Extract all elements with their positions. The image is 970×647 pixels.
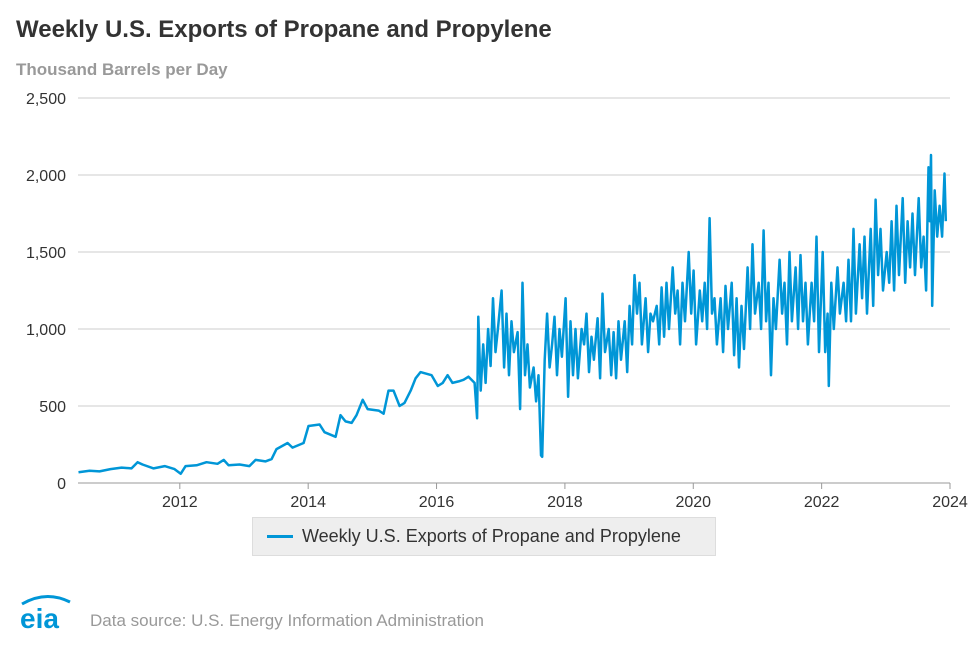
- x-tick-label: 2024: [932, 494, 968, 511]
- x-tick-label: 2022: [804, 494, 840, 511]
- legend-swatch: [267, 535, 293, 538]
- chart-title: Weekly U.S. Exports of Propane and Propy…: [16, 16, 552, 43]
- chart-subtitle: Thousand Barrels per Day: [16, 60, 228, 79]
- data-source: Data source: U.S. Energy Information Adm…: [90, 611, 485, 630]
- y-tick-label: 2,500: [26, 91, 66, 108]
- x-tick-label: 2018: [547, 494, 583, 511]
- y-tick-label: 1,500: [26, 245, 66, 262]
- x-tick-label: 2012: [162, 494, 198, 511]
- y-tick-label: 0: [57, 476, 66, 493]
- y-tick-label: 500: [39, 399, 66, 416]
- y-tick-label: 1,000: [26, 322, 66, 339]
- series-line: [78, 153, 948, 476]
- x-tick-label: 2014: [290, 494, 326, 511]
- eia-logo: eia: [20, 595, 71, 632]
- y-tick-label: 2,000: [26, 168, 66, 185]
- svg-text:eia: eia: [20, 603, 59, 632]
- legend-label: Weekly U.S. Exports of Propane and Propy…: [302, 526, 681, 546]
- legend-item[interactable]: Weekly U.S. Exports of Propane and Propy…: [252, 517, 716, 556]
- x-tick-label: 2016: [419, 494, 455, 511]
- x-tick-label: 2020: [675, 494, 711, 511]
